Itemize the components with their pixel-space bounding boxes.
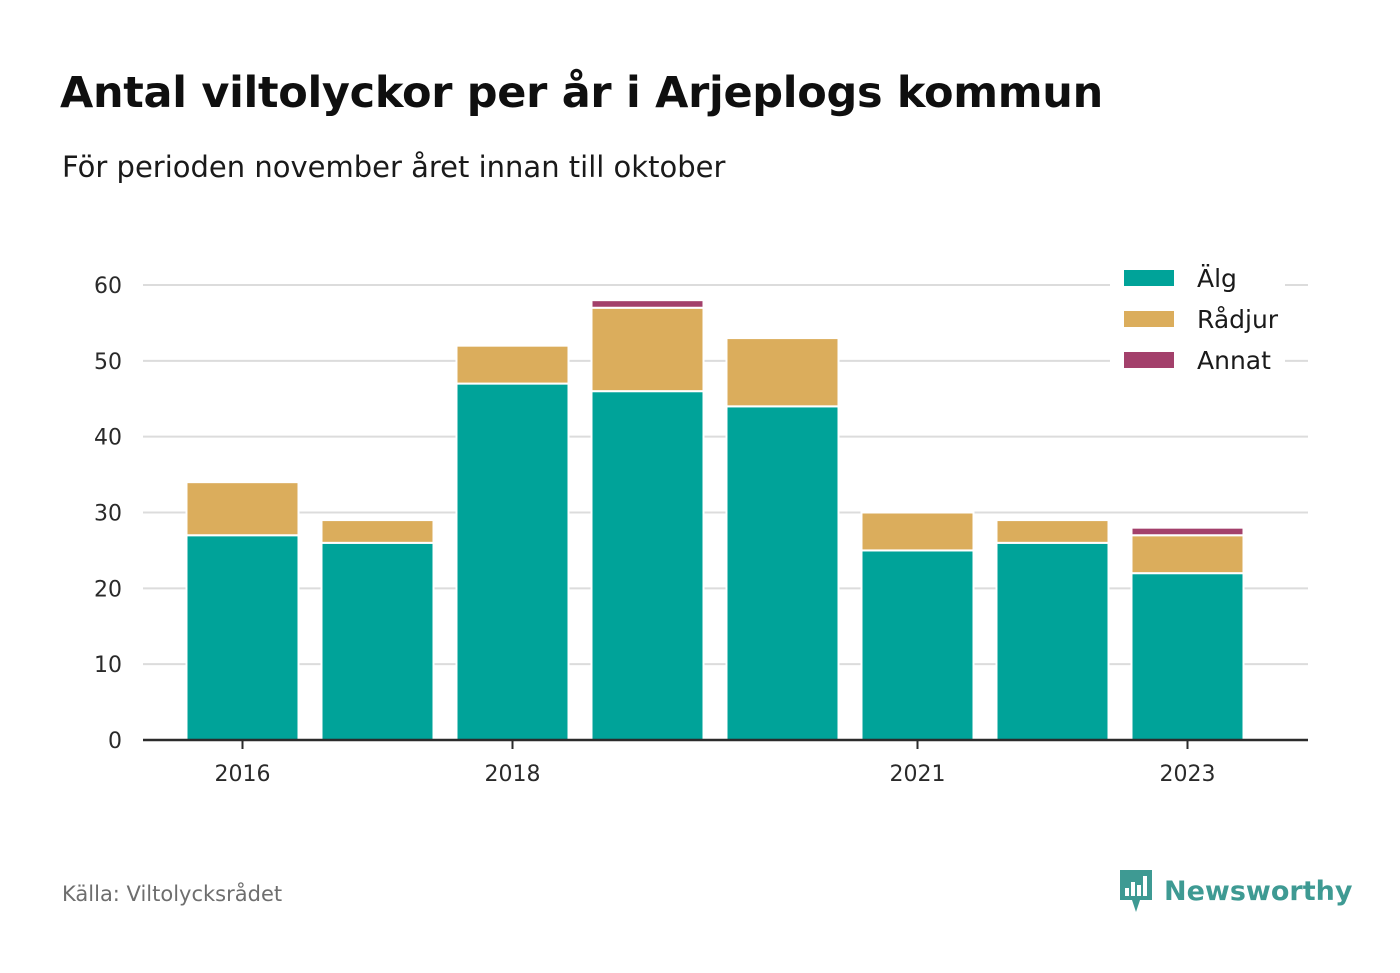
bar-segment-älg (185, 534, 300, 741)
y-tick-label: 60 (94, 274, 122, 299)
bar-segment-älg (725, 405, 840, 741)
bar-segment-rådjur (185, 481, 300, 537)
bar-segment-älg (320, 541, 435, 741)
legend-swatch (1124, 311, 1174, 327)
bar-segment-älg (995, 541, 1110, 741)
bar-segment-rådjur (725, 337, 840, 408)
newsworthy-logo-icon (1120, 870, 1152, 912)
bar-segment-älg (1130, 572, 1245, 742)
bars (185, 299, 1245, 742)
stacked-bar-chart: 0 10 20 30 40 50 60 2016 2018 2021 2023 Älg Rådjur A… (94, 262, 1308, 787)
source-note: Källa: Viltolycksrådet (62, 882, 283, 906)
x-tick-label: 2016 (215, 762, 271, 787)
legend-swatch (1124, 352, 1174, 368)
y-tick-label: 0 (108, 729, 122, 754)
x-tick-label: 2023 (1160, 762, 1216, 787)
bar-segment-älg (860, 549, 975, 742)
bar-segment-älg (590, 390, 705, 741)
axes: 0 10 20 30 40 50 60 2016 2018 2021 2023 (94, 274, 1308, 787)
legend-label: Älg (1197, 264, 1237, 293)
chart-title: Antal viltolyckor per år i Arjeplogs kom… (60, 68, 1103, 118)
bar-segment-annat (1130, 526, 1245, 537)
y-tick-label: 20 (94, 577, 122, 602)
bar-segment-annat (590, 299, 705, 309)
bar-segment-älg (455, 382, 570, 741)
brand-logo: Newsworthy (1118, 868, 1352, 914)
bar-segment-rådjur (860, 511, 975, 552)
y-tick-label: 50 (94, 350, 122, 375)
chart-subtitle: För perioden november året innan till ok… (62, 150, 726, 184)
y-tick-label: 10 (94, 653, 122, 678)
bar-segment-rådjur (1130, 534, 1245, 575)
bar-segment-rådjur (590, 306, 705, 393)
brand-name: Newsworthy (1164, 875, 1353, 907)
bar-segment-rådjur (995, 519, 1110, 544)
y-tick-label: 40 (94, 426, 122, 451)
legend-swatch (1124, 270, 1174, 286)
legend: Älg Rådjur Annat (1110, 262, 1285, 384)
legend-label: Rådjur (1197, 305, 1279, 334)
x-tick-label: 2018 (485, 762, 541, 787)
x-tick-label: 2021 (890, 762, 946, 787)
bar-segment-rådjur (455, 344, 570, 385)
y-tick-label: 30 (94, 502, 122, 527)
legend-label: Annat (1197, 346, 1271, 375)
bar-segment-rådjur (320, 519, 435, 544)
